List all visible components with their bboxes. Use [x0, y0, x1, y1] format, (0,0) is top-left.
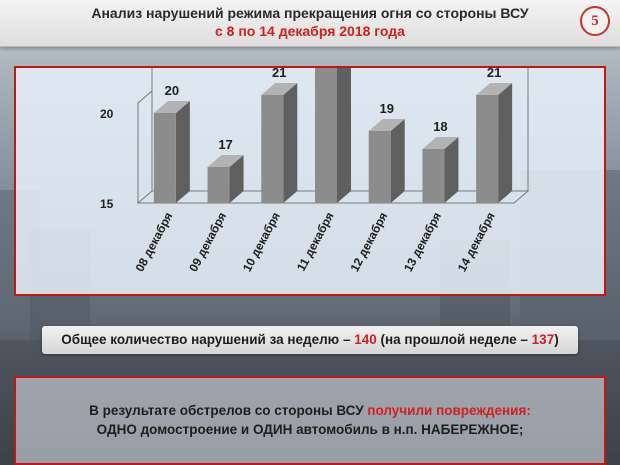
- damage-note-line1: В результате обстрелов со стороны ВСУ по…: [16, 403, 604, 418]
- page-title: Анализ нарушений режима прекращения огня…: [91, 5, 529, 21]
- damage-note-prefix: В результате обстрелов со стороны ВСУ: [89, 403, 368, 418]
- bar-top: [422, 137, 459, 149]
- bar-value-label: 19: [379, 101, 393, 116]
- bar: [476, 95, 499, 203]
- previous-week-total-value: 137: [531, 332, 555, 347]
- bar-top: [153, 101, 190, 113]
- bar-value-label: 21: [487, 68, 501, 80]
- x-category-label: 14 декабря: [455, 210, 498, 274]
- bar: [207, 167, 230, 203]
- bar: [315, 68, 337, 203]
- bar-side: [390, 119, 405, 203]
- page-subtitle: с 8 по 14 декабря 2018 года: [215, 23, 405, 39]
- bar-top: [368, 119, 405, 131]
- bar-side: [229, 155, 244, 203]
- bar-side: [498, 83, 513, 203]
- bar: [153, 113, 176, 203]
- y-tick-label: 20: [100, 107, 114, 121]
- bar-side: [283, 83, 298, 203]
- x-category-label: 09 декабря: [186, 210, 229, 274]
- damage-note-line2: ОДНО домостроение и ОДИН автомобиль в н.…: [96, 422, 524, 437]
- bar-value-label: 20: [165, 83, 179, 98]
- x-category-label: 12 декабря: [347, 210, 390, 274]
- header-bar: Анализ нарушений режима прекращения огня…: [0, 0, 620, 47]
- bar-side: [444, 137, 459, 203]
- bar-top: [476, 83, 513, 95]
- y-tick-label: 15: [100, 197, 114, 211]
- bar-value-label: 17: [218, 137, 232, 152]
- chart-side-wall: [137, 89, 153, 203]
- violations-bar-chart: 20 15 20 08 декабря 17 09 декабря 21 10 декабря…: [100, 68, 530, 274]
- x-category-label: 10 декабря: [240, 210, 283, 274]
- x-category-label: 08 декабря: [133, 210, 176, 274]
- bar: [368, 131, 391, 203]
- page-number-badge: 5: [580, 6, 610, 36]
- weekly-total-suffix: ): [554, 332, 559, 347]
- x-category-label: 13 декабря: [401, 210, 444, 274]
- x-category-label: 11 декабря: [294, 210, 337, 274]
- bar-value-label: 18: [433, 119, 447, 134]
- bar-top: [207, 155, 244, 167]
- chart-panel: 20 15 20 08 декабря 17 09 декабря 21 10 декабря…: [14, 66, 606, 296]
- weekly-total-middle: (на прошлой неделе –: [376, 332, 532, 347]
- bar: [261, 95, 284, 203]
- weekly-total-value: 140: [354, 332, 377, 347]
- bar-value-label: 21: [272, 68, 286, 80]
- bar-side: [175, 101, 190, 203]
- damage-note-highlight: получили повреждения:: [367, 403, 531, 418]
- damage-note-box: В результате обстрелов со стороны ВСУ по…: [14, 376, 606, 465]
- weekly-total-prefix: Общее количество нарушений за неделю –: [61, 332, 355, 347]
- weekly-total-box: Общее количество нарушений за неделю – 1…: [42, 326, 578, 354]
- bar-side: [337, 68, 351, 203]
- bar-top: [261, 83, 298, 95]
- bar: [422, 149, 445, 203]
